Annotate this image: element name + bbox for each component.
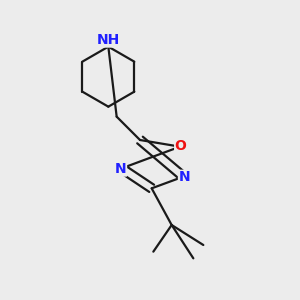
Text: O: O [175,139,187,153]
Text: N: N [178,170,190,184]
Text: N: N [115,162,127,176]
Text: NH: NH [97,33,120,47]
